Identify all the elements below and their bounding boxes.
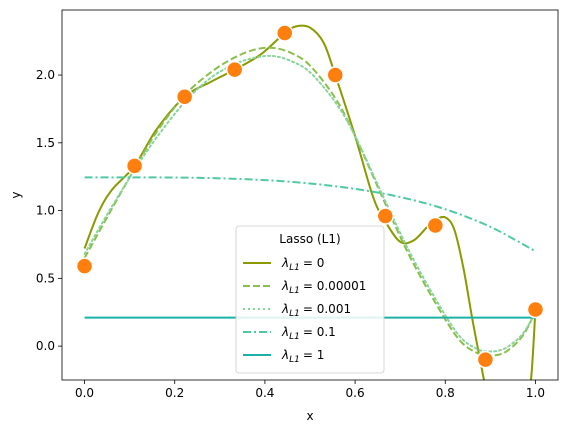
- x-axis-title: x: [306, 409, 313, 423]
- legend-label-main: λ: [281, 302, 289, 316]
- series-line-2: [83, 54, 537, 353]
- data-point: [125, 157, 144, 175]
- x-tick-label: 0.8: [436, 386, 455, 400]
- data-point: [175, 87, 194, 106]
- points-layer: [75, 24, 545, 369]
- legend-title: Lasso (L1): [279, 232, 340, 246]
- data-point: [526, 300, 545, 319]
- legend-label-0: λL1 = 0: [281, 256, 324, 273]
- legend-label-value: = 1: [303, 348, 325, 362]
- data-point: [476, 350, 495, 369]
- legend-label-value: = 0.1: [303, 325, 336, 339]
- y-tick-label: 0.0: [36, 339, 55, 353]
- x-tick-label: 0.6: [346, 386, 365, 400]
- x-axis-ticks: 0.0 0.2 0.4 0.6 0.8 1.0: [75, 380, 545, 400]
- data-point: [426, 216, 445, 235]
- data-point: [275, 24, 294, 42]
- data-point: [225, 60, 244, 79]
- legend-box: [235, 225, 385, 374]
- y-tick-label: 1.5: [36, 136, 55, 150]
- legend-label-sub: L1: [289, 286, 300, 296]
- x-tick-label: 1.0: [526, 386, 545, 400]
- y-axis-title: y: [9, 191, 23, 198]
- legend-label-sub: L1: [289, 263, 300, 273]
- plot-frame: [61, 9, 559, 381]
- y-axis-ticks: 0.0 0.5 1.0 1.5 2.0: [36, 68, 62, 353]
- legend-label-value: = 0: [303, 256, 325, 270]
- legend-label-main: λ: [281, 348, 289, 362]
- y-tick-label: 1.0: [36, 204, 55, 218]
- y-tick-label: 2.0: [36, 68, 55, 82]
- legend-label-2: λL1 = 0.001: [281, 302, 351, 319]
- legend-label-main: λ: [281, 256, 289, 270]
- x-tick-label: 0.0: [75, 386, 94, 400]
- data-point: [376, 207, 395, 225]
- legend-label-main: λ: [281, 279, 289, 293]
- legend-label-4: λL1 = 1: [281, 348, 324, 365]
- data-point: [75, 257, 94, 275]
- y-tick-label: 0.5: [36, 271, 55, 285]
- legend-label-value: = 0.00001: [303, 279, 367, 293]
- legend-label-value: = 0.001: [303, 302, 351, 316]
- legend-label-3: λL1 = 0.1: [281, 325, 336, 342]
- series-line-3: [84, 176, 536, 253]
- legend-label-main: λ: [281, 325, 289, 339]
- data-point: [326, 66, 345, 84]
- x-tick-label: 0.4: [255, 386, 274, 400]
- legend-label-sub: L1: [289, 309, 300, 319]
- legend-label-1: λL1 = 0.00001: [281, 279, 366, 296]
- legend-label-sub: L1: [289, 332, 300, 342]
- x-tick-label: 0.2: [165, 386, 184, 400]
- legend-label-sub: L1: [289, 355, 300, 365]
